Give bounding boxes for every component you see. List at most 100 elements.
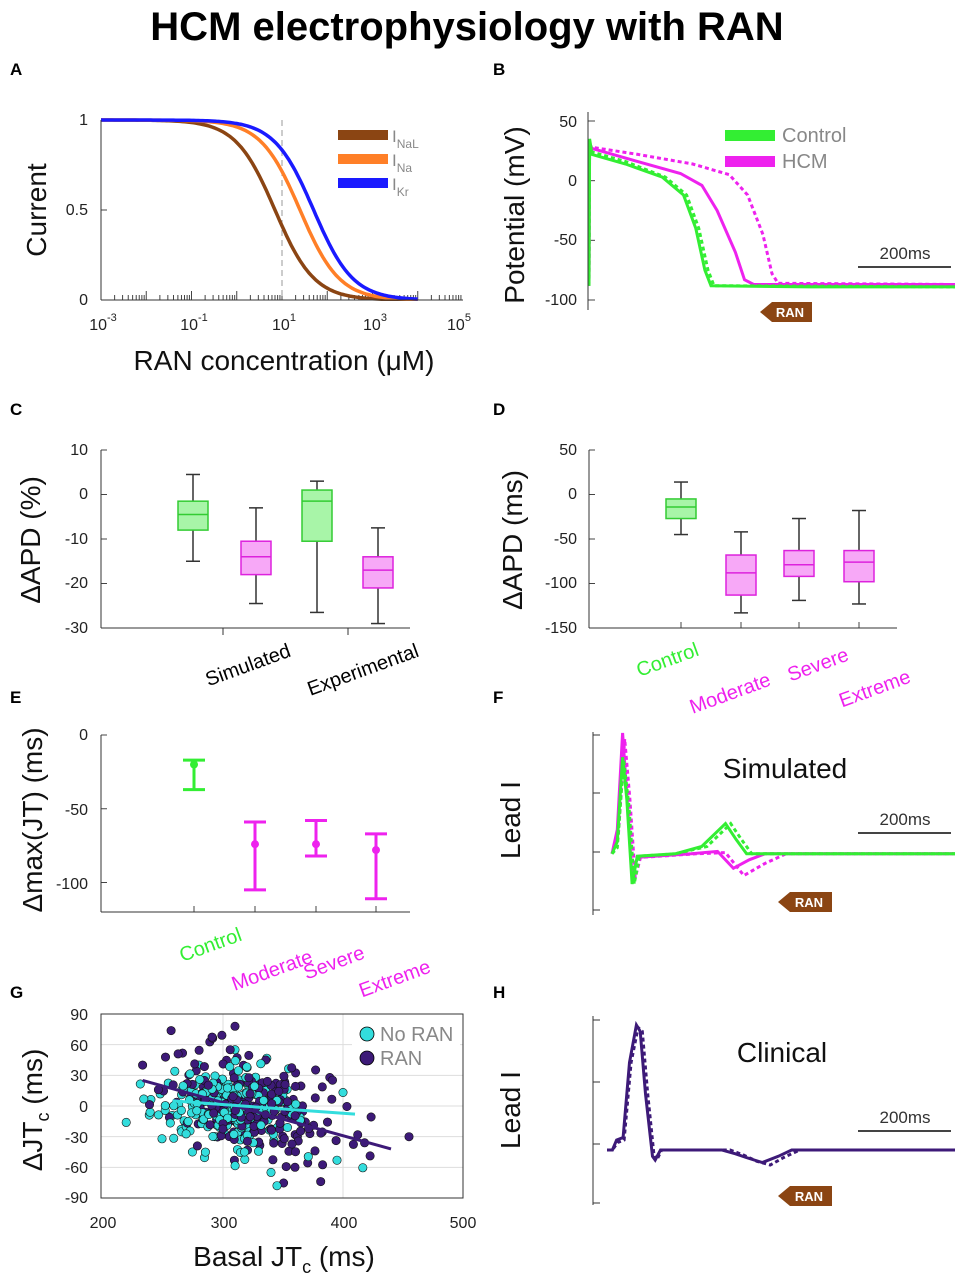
g-point-ran <box>318 1160 328 1170</box>
g-point-ran <box>225 1045 235 1055</box>
b-ytick-0: 0 <box>568 173 577 190</box>
legend-control: Control <box>782 125 846 147</box>
legend-sym: I <box>392 175 397 194</box>
g-ytick-60: 60 <box>70 1038 88 1055</box>
d-box-1-iqr <box>725 554 757 596</box>
g-point-noran <box>259 1096 269 1106</box>
b-ran-arrow-label: RAN <box>776 305 804 320</box>
b-scale-label: 200ms <box>879 244 930 263</box>
g-point-ran <box>242 1136 252 1146</box>
e-median-1 <box>251 840 259 849</box>
g-point-ran <box>348 1139 358 1149</box>
g-point-noran <box>254 1146 264 1156</box>
g-point-ran <box>290 1081 300 1091</box>
g-point-ran <box>173 1049 183 1059</box>
d-ytick-m100: -100 <box>545 575 577 592</box>
figure-title: HCM electrophysiology with RAN <box>150 5 783 49</box>
legend-sym: I <box>392 151 397 170</box>
g-point-ran <box>245 1089 255 1099</box>
c-box-2-iqr <box>301 489 333 542</box>
g-ylabel-unit: (ms) <box>17 1049 48 1113</box>
g-point-noran <box>169 1133 179 1143</box>
d-box-3-iqr <box>843 549 875 583</box>
g-xlabel-main: Basal JT <box>193 1241 302 1272</box>
b-ytick-50: 50 <box>559 114 577 131</box>
legend-sub: Kr <box>397 185 409 199</box>
g-point-ran <box>194 1045 204 1055</box>
panel-label-c: C <box>10 400 22 419</box>
g-point-ran <box>296 1126 306 1136</box>
e-cat-extreme: Extreme <box>356 956 434 1002</box>
b-ran-arrow-icon <box>760 302 812 322</box>
g-point-noran <box>225 1062 235 1072</box>
g-point-ran <box>366 1112 376 1122</box>
c-ylabel: ΔAPD (%) <box>15 476 46 604</box>
g-point-noran <box>183 1117 193 1127</box>
d-ylabel: ΔAPD (ms) <box>497 470 528 610</box>
g-point-noran <box>358 1163 368 1173</box>
c-ytick-m10: -10 <box>65 531 88 548</box>
g-point-noran <box>176 1105 186 1115</box>
g-point-ran <box>310 1093 320 1103</box>
g-point-noran <box>178 1081 188 1091</box>
a-xtick-base: 10 <box>447 317 465 334</box>
g-point-noran <box>230 1161 240 1171</box>
g-point-ran <box>199 1062 209 1072</box>
panel-label-a: A <box>10 60 22 79</box>
g-point-ran <box>316 1177 326 1187</box>
g-point-ran <box>279 1071 289 1081</box>
h-scale-label: 200ms <box>879 1108 930 1127</box>
g-ylabel-sub: c <box>33 1112 53 1121</box>
g-point-noran <box>233 1066 243 1076</box>
f-ran-arrow-icon <box>778 892 832 912</box>
g-point-noran <box>121 1117 131 1127</box>
g-point-noran <box>332 1155 342 1165</box>
legend-hcm: HCM <box>782 151 828 173</box>
g-point-ran <box>190 1059 200 1069</box>
panel-label-f: F <box>493 688 503 707</box>
d-box-0-iqr <box>665 498 697 520</box>
c-ytick-10: 10 <box>70 442 88 459</box>
legend-inal: INaL <box>392 127 419 151</box>
a-xtick-base: 10 <box>272 317 290 334</box>
g-point-ran <box>138 1060 148 1070</box>
g-point-ran <box>281 1162 291 1172</box>
g-point-ran <box>290 1111 300 1121</box>
b-ylabel: Potential (mV) <box>499 126 530 303</box>
a-xtick-5: 105 <box>447 312 471 334</box>
a-curve-ina <box>101 118 418 301</box>
a-xlabel: RAN concentration (μM) <box>134 345 435 376</box>
g-point-ran <box>290 1147 300 1157</box>
g-point-noran <box>160 1101 170 1111</box>
g-point-noran <box>234 1082 244 1092</box>
panel-g: G 90 60 30 0 -30 -60 -90 200 300 400 500… <box>10 983 476 1277</box>
b-trace-control-ran <box>588 140 955 289</box>
g-xlabel: Basal JTc (ms) <box>193 1241 375 1277</box>
legend-swatch-inal <box>338 130 388 140</box>
g-ytick-90: 90 <box>70 1007 88 1024</box>
g-ytick-m90: -90 <box>65 1190 88 1207</box>
g-ytick-m30: -30 <box>65 1130 88 1147</box>
g-point-noran <box>165 1118 175 1128</box>
h-ran-arrow-icon <box>778 1186 832 1206</box>
legend-ina: INa <box>392 151 412 175</box>
g-point-ran <box>279 1134 289 1144</box>
c-ytick-0: 0 <box>79 486 88 503</box>
f-ylabel: Lead I <box>495 781 526 859</box>
e-cat-control: Control <box>177 924 245 967</box>
f-trace-control-ran <box>610 759 955 885</box>
b-ytick-m100: -100 <box>545 292 577 309</box>
legend-swatch-control <box>725 130 775 141</box>
legend-sym: I <box>392 127 397 146</box>
c-group-simulated: Simulated <box>203 640 294 691</box>
g-xtick-300: 300 <box>211 1215 238 1232</box>
g-fit-noran <box>172 1099 356 1116</box>
e-ytick-0: 0 <box>79 727 88 744</box>
g-point-noran <box>195 1075 205 1085</box>
g-point-noran <box>338 1088 348 1098</box>
g-point-noran <box>139 1094 149 1104</box>
g-point-ran <box>327 1094 337 1104</box>
g-point-ran <box>244 1050 254 1060</box>
g-point-noran <box>154 1110 164 1120</box>
